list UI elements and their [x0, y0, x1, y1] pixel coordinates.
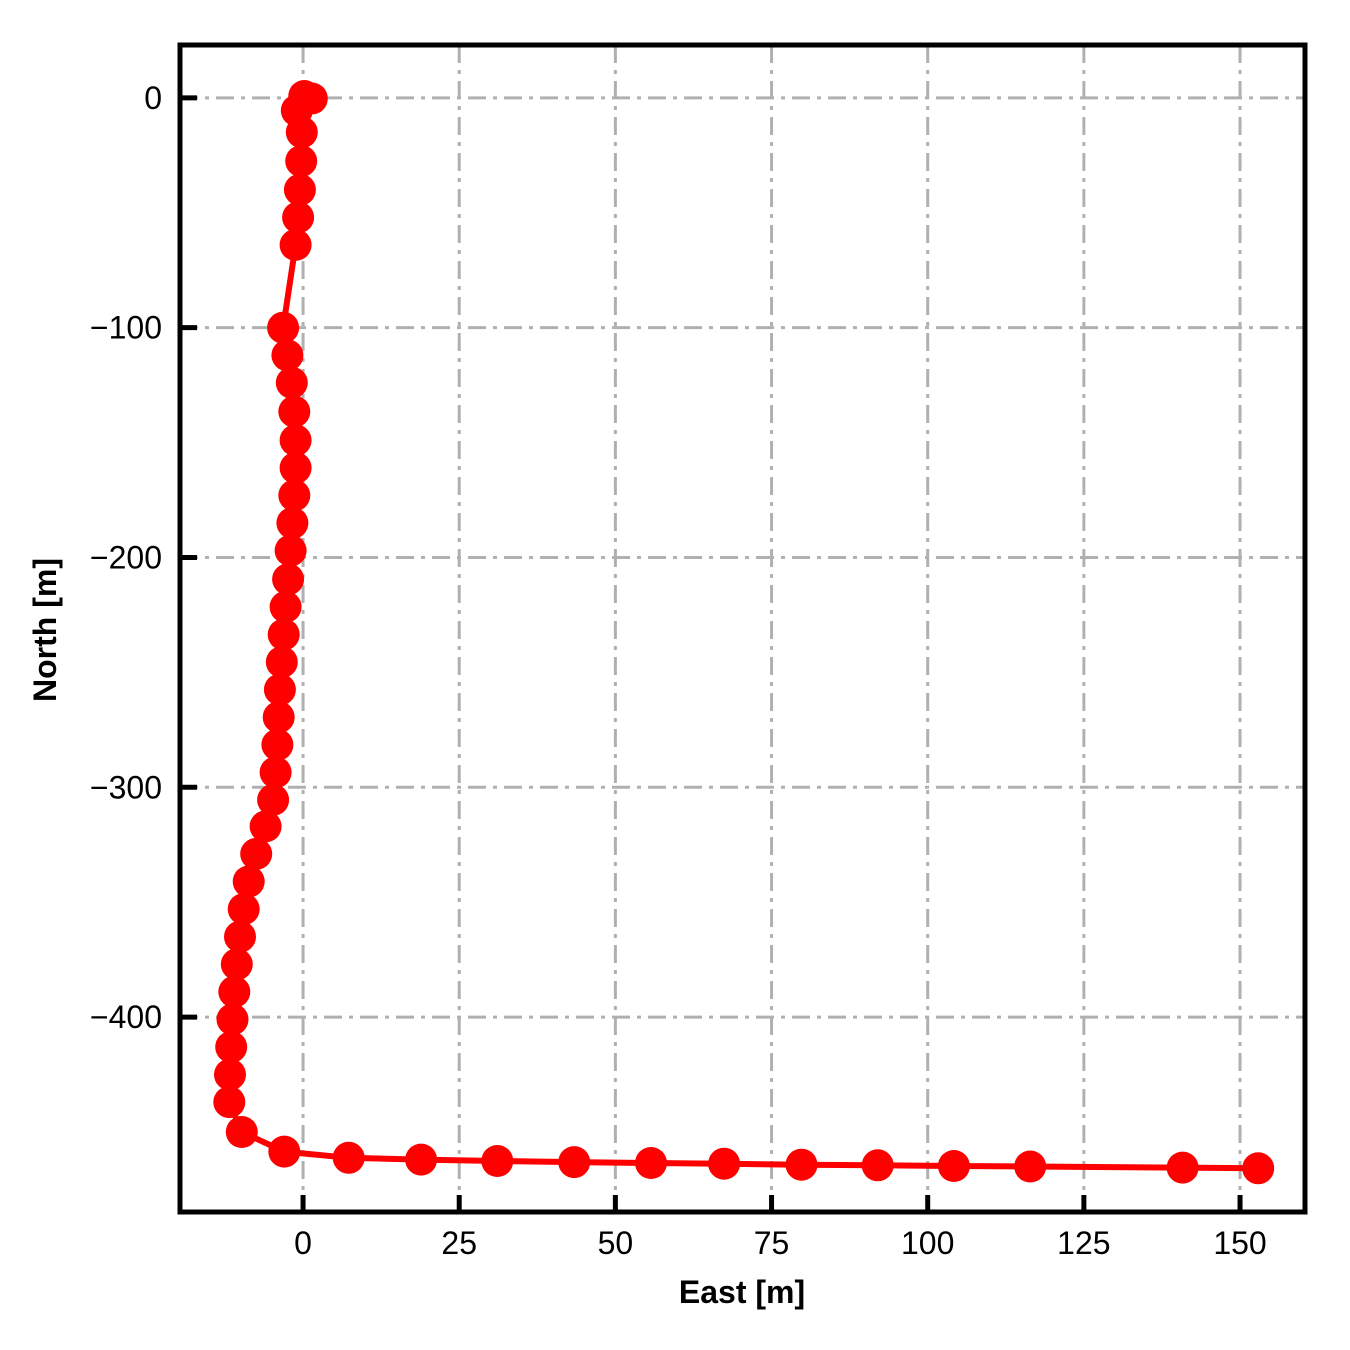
trajectory-point — [261, 728, 294, 761]
trajectory-point — [278, 395, 311, 428]
trajectory-point — [405, 1143, 438, 1176]
x-axis-label: East [m] — [679, 1274, 805, 1310]
y-axis-label: North [m] — [27, 558, 63, 702]
trajectory-point — [213, 1086, 246, 1119]
x-tick-label: 25 — [441, 1225, 477, 1261]
trajectory-point — [215, 1031, 248, 1063]
trajectory-point — [265, 646, 298, 679]
trajectory-point — [635, 1147, 667, 1179]
y-tick-label: −100 — [90, 310, 162, 346]
grid-layer — [180, 45, 1305, 1212]
trajectory-point — [1166, 1151, 1199, 1184]
trajectory-point — [214, 1058, 246, 1091]
tick-layer: 0 25 50 75 100 125 150 0 −100 −200 −300 −400 — [90, 80, 1267, 1261]
trajectory-point — [558, 1146, 591, 1179]
trajectory-point — [1014, 1150, 1047, 1183]
trajectory-point — [283, 173, 316, 206]
trajectory-point — [1242, 1152, 1275, 1185]
trajectory-point — [268, 1135, 301, 1168]
trajectory-point — [332, 1141, 365, 1174]
trajectory-point — [249, 810, 282, 843]
trajectory-point — [232, 865, 265, 898]
trajectory-point — [279, 451, 312, 484]
trajectory-point — [481, 1145, 514, 1177]
x-tick-label: 150 — [1213, 1225, 1266, 1261]
trajectory-point — [282, 201, 315, 234]
trajectory-point — [285, 145, 318, 178]
trajectory-point — [259, 756, 292, 789]
y-tick-label: −200 — [90, 539, 162, 575]
x-tick-label: 50 — [598, 1225, 634, 1261]
trajectory-point — [224, 920, 256, 953]
trajectory-point — [271, 339, 304, 372]
trajectory-point — [227, 893, 260, 926]
trajectory-point — [275, 366, 308, 399]
trajectory-point — [785, 1148, 818, 1181]
trajectory-point — [240, 837, 273, 870]
trajectory-point — [263, 673, 296, 706]
trajectory-point — [274, 534, 307, 567]
trajectory-point — [216, 1003, 249, 1036]
trajectory-point — [278, 479, 311, 512]
trajectory-point — [708, 1147, 741, 1180]
trajectory-point — [269, 590, 302, 623]
trajectory-point — [937, 1150, 970, 1182]
x-tick-label: 125 — [1057, 1225, 1110, 1261]
trajectory-point — [257, 783, 290, 816]
axes-frame — [177, 42, 1308, 1215]
trajectory-point — [279, 228, 312, 261]
trajectory-point — [225, 1116, 258, 1148]
trajectory-point — [276, 507, 309, 539]
trajectory-series — [213, 80, 1275, 1185]
x-tick-label: 0 — [294, 1225, 312, 1261]
y-tick-label: −300 — [90, 769, 162, 805]
trajectory-point — [262, 701, 295, 734]
x-tick-label: 75 — [754, 1225, 790, 1261]
y-tick-label: −400 — [90, 999, 162, 1035]
trajectory-point — [861, 1149, 894, 1182]
plot-frame — [177, 42, 1308, 1215]
trajectory-point — [279, 424, 312, 457]
trajectory-point — [220, 948, 253, 981]
trajectory-point — [218, 975, 251, 1008]
trajectory-point — [267, 311, 300, 344]
x-tick-label: 100 — [901, 1225, 954, 1261]
trajectory-point — [272, 563, 305, 596]
trajectory-line — [226, 93, 1262, 1172]
trajectory-point — [285, 116, 318, 149]
trajectory-point — [267, 618, 300, 651]
y-tick-label: 0 — [144, 80, 162, 116]
